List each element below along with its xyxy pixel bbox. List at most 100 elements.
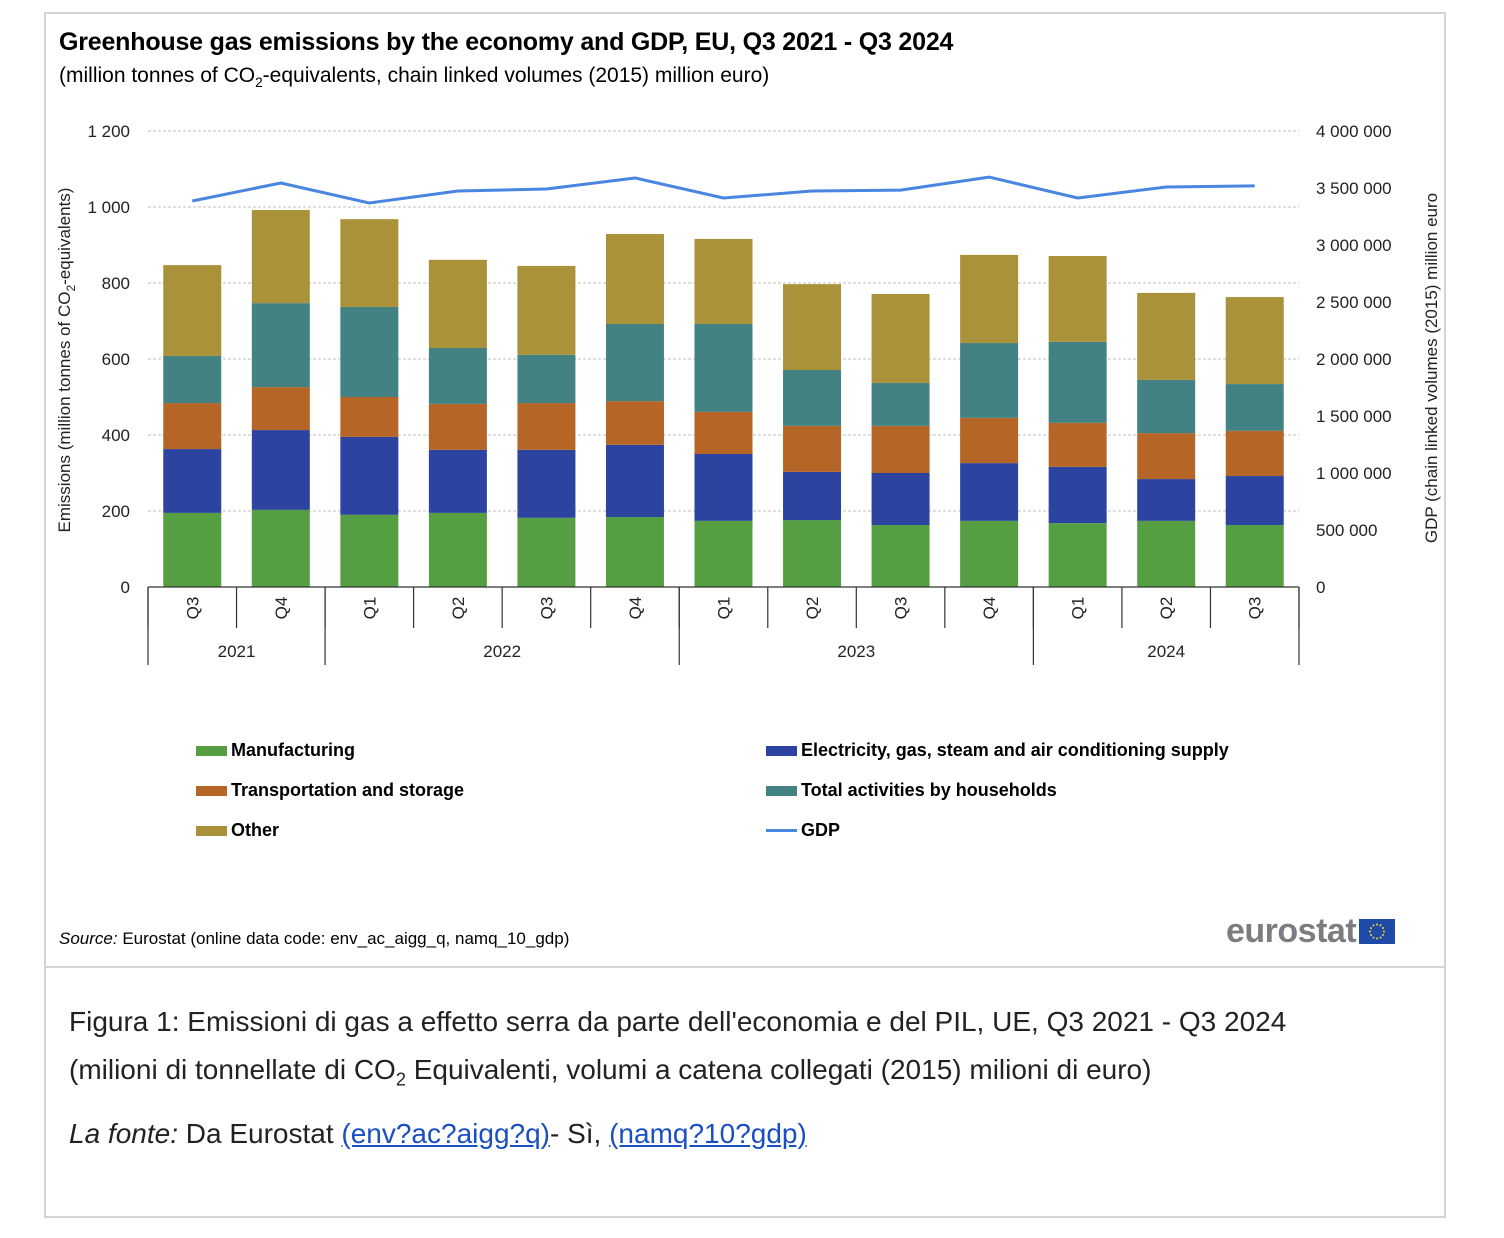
y-tick-label: 800 xyxy=(102,274,130,293)
legend-color-swatch xyxy=(196,825,227,836)
legend-item: Other xyxy=(196,820,279,841)
x-tick-label: Q4 xyxy=(626,597,645,620)
bar-segment-total-activities-by-households xyxy=(871,382,930,426)
stacked-bar xyxy=(605,233,664,587)
y-label-text: Emissions (million tonnes of CO xyxy=(55,292,74,533)
bar-segment-electricity-gas-steam-and-air-conditioning-supply xyxy=(163,449,222,513)
stacked-bar xyxy=(960,254,1019,587)
caption-source-text: Da Eurostat xyxy=(177,1117,342,1149)
legend-color-swatch xyxy=(196,745,227,756)
bar-segment-electricity-gas-steam-and-air-conditioning-supply xyxy=(1225,476,1284,526)
bar-segment-other xyxy=(340,219,399,307)
x-group-label: 2023 xyxy=(837,642,875,661)
bar-segment-other xyxy=(1225,297,1284,385)
caption-divider xyxy=(44,966,1446,968)
y-tick-label: 0 xyxy=(121,578,130,597)
caption-title: Figura 1: Emissioni di gas a effetto ser… xyxy=(69,1006,1287,1037)
eu-flag-icon xyxy=(1359,919,1396,944)
bar-segment-transportation-and-storage xyxy=(871,425,930,473)
stacked-bar xyxy=(251,210,310,587)
figure-caption: Figura 1: Emissioni di gas a effetto ser… xyxy=(69,998,1409,1158)
stacked-bar xyxy=(694,238,753,587)
bar-segment-electricity-gas-steam-and-air-conditioning-supply xyxy=(428,449,487,513)
legend-item: Electricity, gas, steam and air conditio… xyxy=(766,740,1229,761)
x-tick-label: Q2 xyxy=(1157,597,1176,620)
bar-segment-other xyxy=(428,259,487,348)
y2-tick-label: 3 000 000 xyxy=(1316,236,1392,255)
subtitle-text-rest: -equivalents, chain linked volumes (2015… xyxy=(262,64,770,87)
y2-tick-label: 0 xyxy=(1316,578,1325,597)
bar-segment-electricity-gas-steam-and-air-conditioning-supply xyxy=(871,473,930,526)
bar-segment-transportation-and-storage xyxy=(694,411,753,454)
legend-label: Manufacturing xyxy=(231,740,355,760)
bar-segment-other xyxy=(871,294,930,383)
bar-segment-electricity-gas-steam-and-air-conditioning-supply xyxy=(960,463,1019,521)
source-text: Eurostat (online data code: env_ac_aigg_… xyxy=(117,929,570,948)
y2-tick-label: 3 500 000 xyxy=(1316,179,1392,198)
bar-segment-total-activities-by-households xyxy=(1225,384,1284,431)
y-label-subscript: 2 xyxy=(64,285,78,292)
stacked-bar xyxy=(428,259,487,587)
subtitle-text: (million tonnes of CO xyxy=(59,64,256,87)
source-link-namq-10-gdp[interactable]: (namq?10?gdp) xyxy=(609,1117,807,1149)
y-tick-label: 200 xyxy=(102,502,130,521)
y-axis-left-ticks: 0 200 400 600 800 1 000 1 200 xyxy=(87,122,130,597)
bar-segment-manufacturing xyxy=(783,520,842,587)
x-tick-label: Q1 xyxy=(1069,597,1088,620)
bar-segment-manufacturing xyxy=(517,517,576,587)
bar-segment-other xyxy=(1048,256,1107,342)
bar-segment-other xyxy=(163,265,222,356)
bar-segment-other xyxy=(251,210,310,304)
x-tick-label: Q3 xyxy=(537,597,556,620)
legend-color-swatch xyxy=(196,785,227,796)
bar-segment-transportation-and-storage xyxy=(1137,433,1196,480)
bar-segment-other xyxy=(605,233,664,325)
gdp-line xyxy=(192,175,1255,205)
x-tick-label: Q2 xyxy=(449,597,468,620)
x-group-label: 2022 xyxy=(483,642,521,661)
bar-segment-electricity-gas-steam-and-air-conditioning-supply xyxy=(783,471,842,521)
bar-segment-manufacturing xyxy=(694,520,753,587)
y-tick-label: 600 xyxy=(102,350,130,369)
x-group-label: 2024 xyxy=(1147,642,1185,661)
bar-segment-manufacturing xyxy=(605,517,664,587)
x-tick-label: Q3 xyxy=(183,597,202,620)
bar-segment-manufacturing xyxy=(163,512,222,587)
y2-tick-label: 500 000 xyxy=(1316,521,1377,540)
source-note: Source: Eurostat (online data code: env_… xyxy=(59,929,569,949)
gdp-line-layer xyxy=(192,175,1255,205)
figure-frame xyxy=(44,12,1446,1218)
bar-segment-electricity-gas-steam-and-air-conditioning-supply xyxy=(251,430,310,510)
stacked-bar xyxy=(1137,292,1196,587)
stacked-bar xyxy=(1225,297,1284,587)
subtitle-subscript: 2 xyxy=(255,75,263,91)
legend-item: Transportation and storage xyxy=(196,780,464,801)
eurostat-logo: eurostat xyxy=(1226,912,1396,951)
y-tick-label: 400 xyxy=(102,426,130,445)
bar-segment-manufacturing xyxy=(960,520,1019,587)
bars xyxy=(163,210,1284,587)
y2-tick-label: 1 000 000 xyxy=(1316,464,1392,483)
y2-tick-label: 4 000 000 xyxy=(1316,122,1392,141)
chart-title: Greenhouse gas emissions by the economy … xyxy=(59,28,954,56)
caption-source-label: La fonte: xyxy=(69,1117,178,1149)
x-tick-label: Q3 xyxy=(892,597,911,620)
x-tick-label: Q3 xyxy=(1246,597,1265,620)
bar-segment-transportation-and-storage xyxy=(163,403,222,450)
y2-tick-label: 1 500 000 xyxy=(1316,407,1392,426)
bar-segment-other xyxy=(783,284,842,371)
source-link-env-ac-aigg-q[interactable]: (env?ac?aigg?q) xyxy=(341,1117,550,1149)
legend-item: GDP xyxy=(766,820,840,841)
caption-separator: - Sì, xyxy=(549,1117,610,1149)
stacked-bar xyxy=(340,219,399,587)
bar-segment-transportation-and-storage xyxy=(428,403,487,450)
bar-segment-total-activities-by-households xyxy=(694,324,753,412)
legend-label: GDP xyxy=(801,820,841,840)
bar-segment-total-activities-by-households xyxy=(428,347,487,404)
bar-segment-total-activities-by-households xyxy=(783,370,842,426)
legend-color-swatch xyxy=(766,785,797,796)
x-axis: Q3 Q4 Q1 Q2 Q3 Q4 Q1 Q2 Q3 Q4 Q1 Q2 Q3 2021 2022 2023 20… xyxy=(147,586,1300,665)
caption-units-text-rest: Equivalenti, volumi a catena collegati (… xyxy=(405,1054,1152,1085)
y-label-text-rest: -equivalents) xyxy=(55,188,74,285)
stacked-bar xyxy=(1048,256,1107,587)
